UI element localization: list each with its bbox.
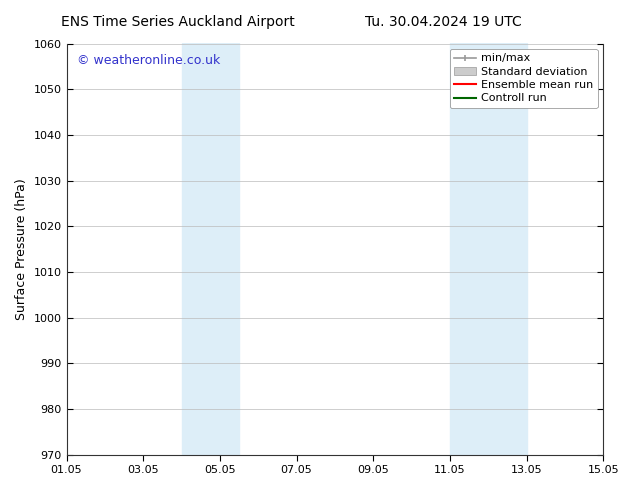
Bar: [450, 44, 526, 455]
Legend: min/max, Standard deviation, Ensemble mean run, Controll run: min/max, Standard deviation, Ensemble me…: [450, 49, 598, 108]
Text: Tu. 30.04.2024 19 UTC: Tu. 30.04.2024 19 UTC: [365, 15, 522, 29]
Y-axis label: Surface Pressure (hPa): Surface Pressure (hPa): [15, 178, 28, 320]
Text: © weatheronline.co.uk: © weatheronline.co.uk: [77, 54, 221, 67]
Text: ENS Time Series Auckland Airport: ENS Time Series Auckland Airport: [61, 15, 294, 29]
Bar: [181, 44, 239, 455]
